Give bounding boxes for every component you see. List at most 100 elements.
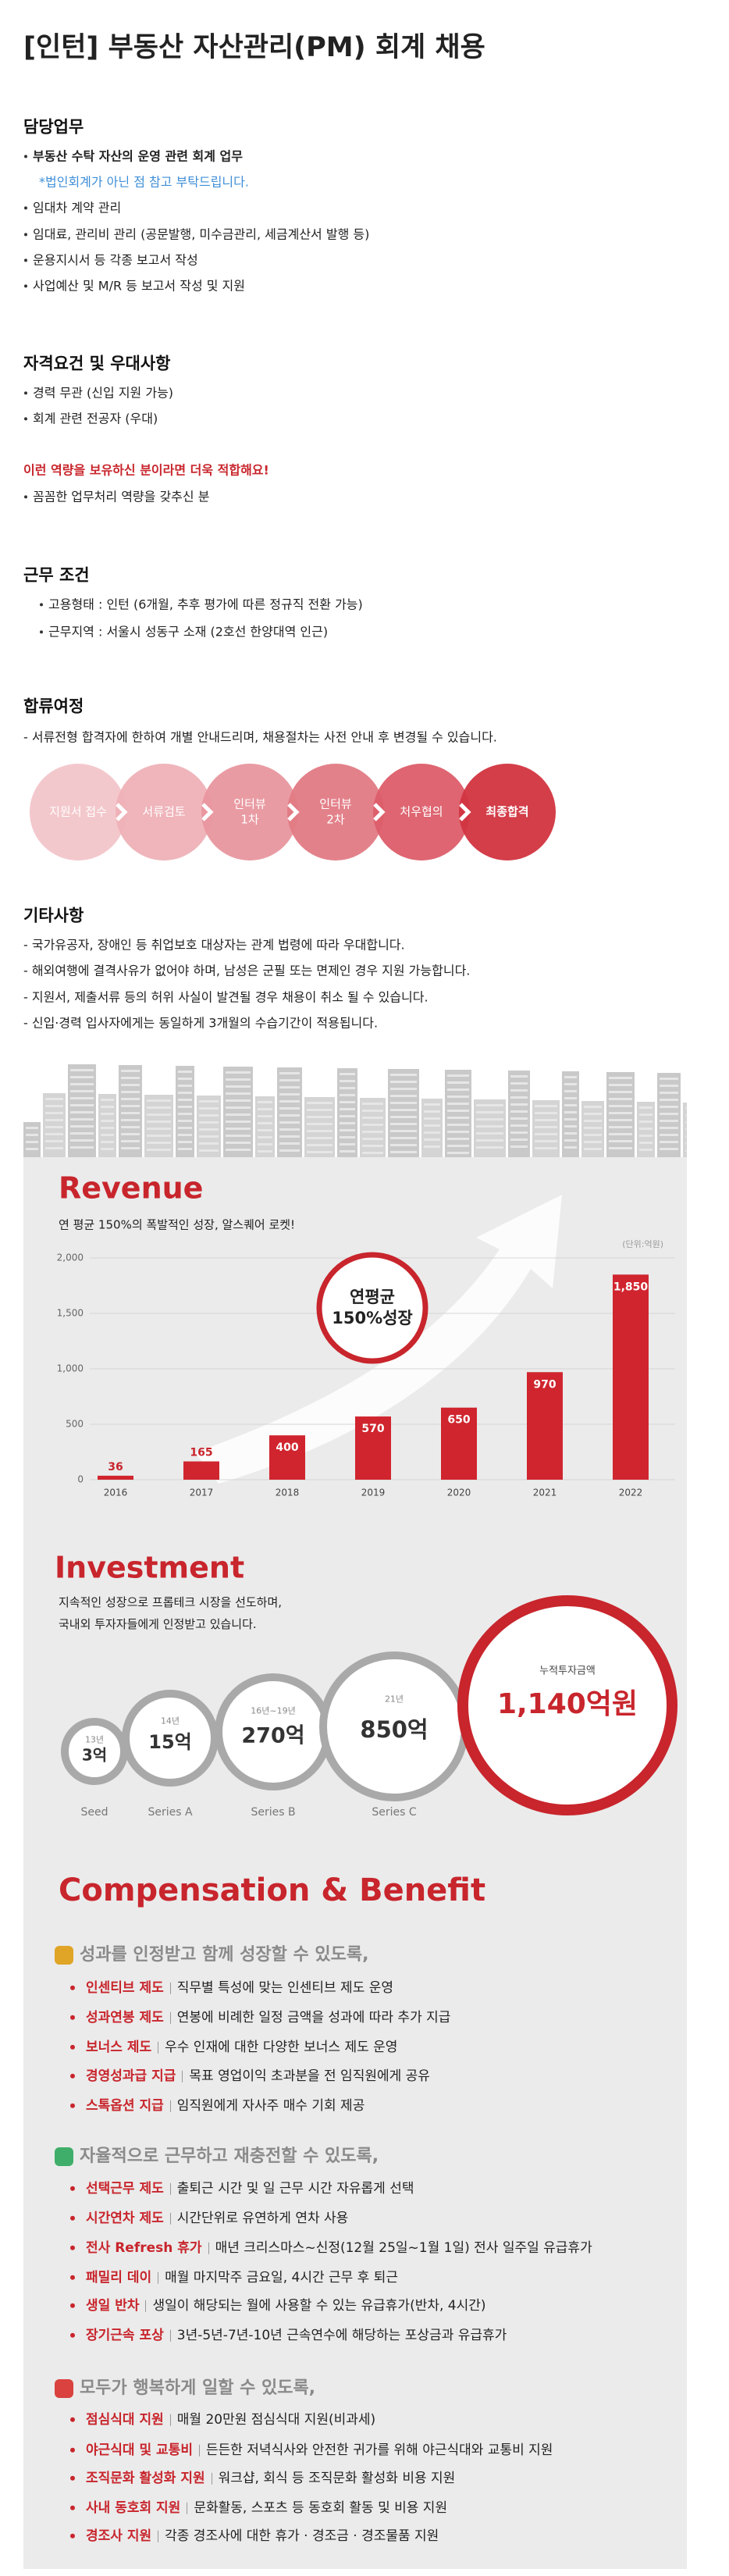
x-tick-label: 2019 bbox=[361, 1488, 386, 1498]
bar bbox=[441, 1407, 477, 1480]
x-tick-label: 2017 bbox=[190, 1488, 214, 1498]
window-row bbox=[121, 1105, 140, 1107]
window-row bbox=[564, 1097, 577, 1099]
window-row bbox=[258, 1108, 272, 1110]
window-row bbox=[121, 1098, 140, 1100]
window-row bbox=[476, 1132, 503, 1135]
window-row bbox=[564, 1146, 577, 1149]
separator bbox=[182, 2070, 183, 2083]
duty-item: 임대료, 관리비 관리 (공문발행, 미수금관리, 세금계산서 발행 등) bbox=[23, 226, 369, 241]
window-row bbox=[279, 1121, 300, 1124]
benefit-name: 시간연차 제도 bbox=[86, 2210, 164, 2226]
window-row bbox=[199, 1135, 219, 1138]
step-label: 2차 bbox=[326, 813, 345, 827]
window-row bbox=[258, 1122, 272, 1124]
window-row bbox=[639, 1121, 653, 1123]
window-row bbox=[660, 1120, 678, 1122]
y-tick-label: 1,000 bbox=[57, 1363, 84, 1374]
window-row bbox=[639, 1142, 653, 1144]
window-row bbox=[564, 1076, 577, 1078]
step-circle bbox=[201, 764, 298, 860]
window-row bbox=[584, 1148, 602, 1150]
growth-arrow bbox=[195, 1195, 562, 1484]
window-row bbox=[45, 1133, 63, 1135]
window-row bbox=[564, 1125, 577, 1128]
window-row bbox=[510, 1089, 528, 1092]
window-row bbox=[660, 1134, 678, 1136]
group-heading: 성과를 인정받고 함께 성장할 수 있도록, bbox=[80, 1944, 369, 1965]
window-row bbox=[639, 1128, 653, 1130]
window-row bbox=[660, 1127, 678, 1129]
window-row bbox=[121, 1126, 140, 1128]
group-heading: 자율적으로 근무하고 재충전할 수 있도록, bbox=[80, 2146, 379, 2166]
window-row bbox=[390, 1144, 417, 1146]
round-amount: 15억 bbox=[148, 1731, 191, 1753]
benefit-desc: 각종 경조사에 대한 휴가 · 경조금 · 경조물품 지원 bbox=[165, 2528, 439, 2544]
window-row bbox=[609, 1084, 632, 1086]
window-row bbox=[340, 1143, 355, 1145]
window-row bbox=[121, 1147, 140, 1149]
benefit-desc: 직무별 특성에 맞는 인센티브 제도 운영 bbox=[176, 1979, 394, 1996]
other-item: - 해외여행에 결격사유가 없어야 하며, 남성은 군필 또는 면제인 경우 지… bbox=[23, 963, 471, 978]
section-heading: 담당업무 bbox=[23, 117, 84, 137]
window-row bbox=[447, 1103, 469, 1105]
window-row bbox=[510, 1131, 528, 1134]
step-label: 처우협의 bbox=[400, 805, 443, 819]
benefit-name: 장기근속 포상 bbox=[86, 2327, 164, 2343]
window-row bbox=[340, 1094, 355, 1096]
window-row bbox=[307, 1144, 332, 1146]
window-row bbox=[660, 1085, 678, 1087]
group-icon bbox=[55, 1946, 73, 1965]
window-row bbox=[564, 1111, 577, 1113]
window-row bbox=[178, 1127, 192, 1129]
benefit-row: 전사 Refresh 휴가 매년 크리스마스~신정(12월 25일~1월 1일) … bbox=[70, 2240, 592, 2256]
window-row bbox=[584, 1113, 602, 1115]
window-row bbox=[660, 1148, 678, 1150]
window-row bbox=[307, 1116, 332, 1118]
window-row bbox=[685, 1114, 686, 1117]
window-row bbox=[609, 1126, 632, 1128]
separator bbox=[169, 2414, 171, 2426]
total-label: 누적투자금액 bbox=[539, 1666, 596, 1677]
window-row bbox=[476, 1118, 503, 1121]
window-row bbox=[535, 1140, 557, 1142]
window-row bbox=[660, 1141, 678, 1143]
window-row bbox=[279, 1135, 300, 1138]
window-row bbox=[178, 1071, 192, 1073]
separator bbox=[169, 2212, 171, 2225]
benefit-desc: 3년-5년-7년-10년 근속연수에 해당하는 포상금과 유급휴가 bbox=[176, 2327, 507, 2343]
window-row bbox=[199, 1100, 219, 1103]
benefit-desc: 연봉에 비례한 일정 금액을 성과에 따라 추가 지급 bbox=[176, 2009, 451, 2026]
window-row bbox=[609, 1091, 632, 1093]
x-tick-label: 2018 bbox=[276, 1488, 300, 1498]
building bbox=[683, 1103, 687, 1157]
building bbox=[360, 1098, 386, 1157]
benefit-name: 전사 Refresh 휴가 bbox=[86, 2239, 202, 2256]
building bbox=[421, 1099, 443, 1157]
investment-subtitle: 지속적인 성장으로 프롭테크 시장을 선도하며, bbox=[59, 1595, 283, 1609]
window-row bbox=[510, 1138, 528, 1141]
window-row bbox=[685, 1149, 686, 1152]
window-row bbox=[226, 1085, 251, 1088]
round-stage: Series B bbox=[251, 1806, 295, 1819]
window-row bbox=[584, 1134, 602, 1136]
window-row bbox=[279, 1093, 300, 1096]
window-row bbox=[510, 1103, 528, 1106]
value-label: 650 bbox=[447, 1414, 470, 1427]
benefit-name: 경조사 지원 bbox=[86, 2528, 152, 2544]
building bbox=[562, 1071, 579, 1157]
window-row bbox=[639, 1106, 653, 1109]
window-row bbox=[340, 1101, 355, 1103]
window-row bbox=[390, 1074, 417, 1076]
window-row bbox=[121, 1077, 140, 1079]
window-row bbox=[609, 1098, 632, 1100]
round-circle bbox=[122, 1690, 219, 1787]
step-label: 지원서 접수 bbox=[49, 805, 107, 819]
qualification-item: 꼼꼼한 업무처리 역량을 갖추신 분 bbox=[23, 489, 209, 504]
window-row bbox=[307, 1130, 332, 1132]
round-year: 14년 bbox=[161, 1716, 180, 1726]
window-row bbox=[226, 1092, 251, 1095]
benefit-row: 경영성과급 지급 목표 영업이익 초과분을 전 임직원에게 공유 bbox=[70, 2068, 430, 2084]
window-row bbox=[258, 1136, 272, 1138]
